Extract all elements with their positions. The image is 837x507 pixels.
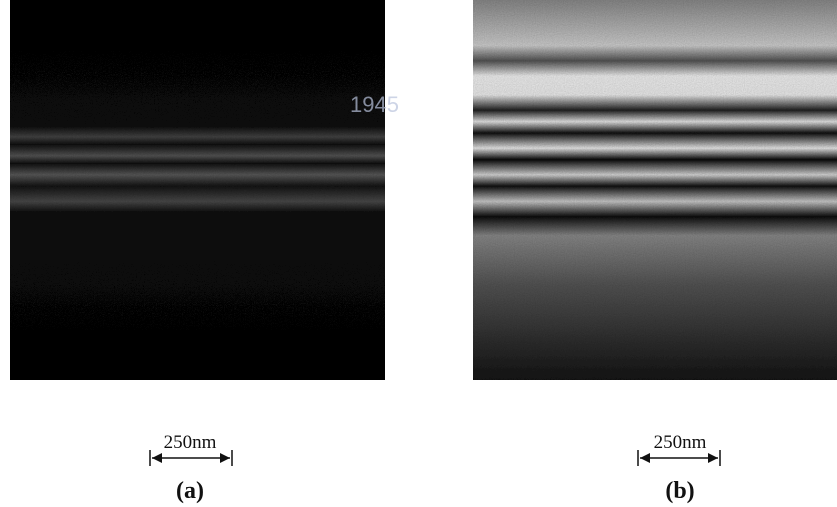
panel-label: (a) <box>176 478 204 504</box>
scale-label: 250nm <box>654 432 707 453</box>
scale-label: 250nm <box>164 432 217 453</box>
micrograph-a <box>10 0 385 380</box>
micrograph-b <box>473 0 837 380</box>
scale-bar-a <box>149 450 233 466</box>
watermark: 1945 <box>350 92 399 117</box>
scale-bar-b <box>637 450 721 466</box>
panel-label: (b) <box>665 478 694 504</box>
